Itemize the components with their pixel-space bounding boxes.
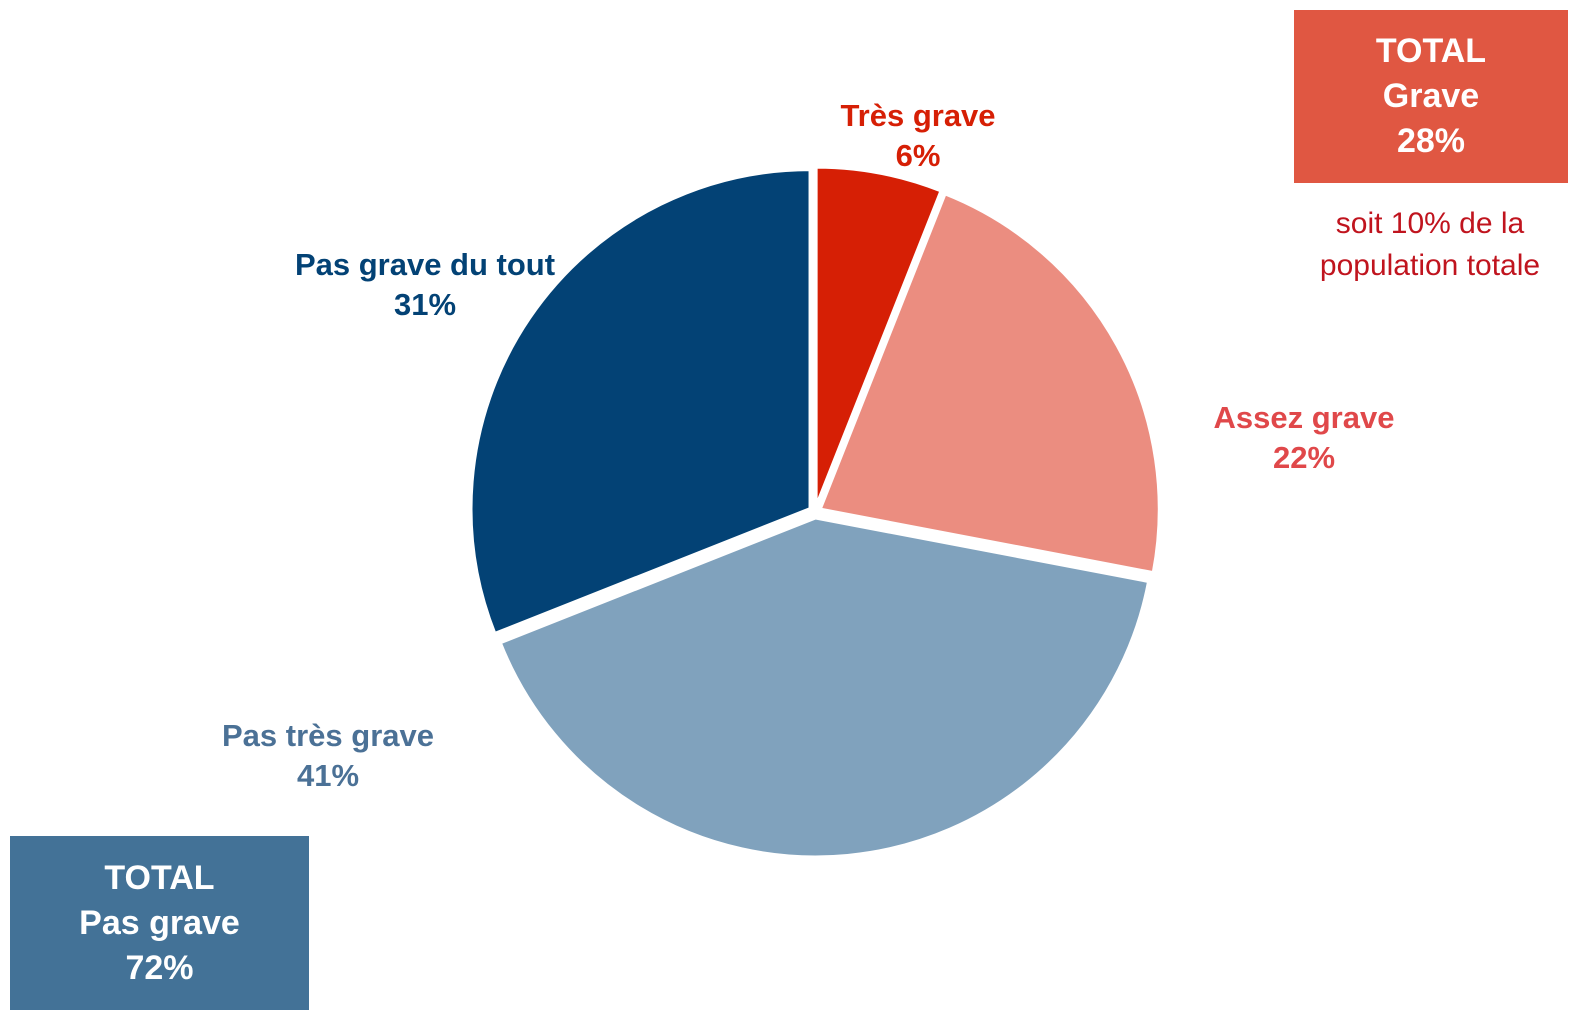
label-pas-tres-grave-name: Pas très grave <box>222 718 434 753</box>
label-pas-grave-du-tout: Pas grave du tout 31% <box>270 245 580 325</box>
label-pas-grave-du-tout-name: Pas grave du tout <box>294 247 556 282</box>
label-tres-grave: Très grave 6% <box>808 96 1028 176</box>
label-tres-grave-value: 6% <box>895 138 941 173</box>
slice-pas-grave-du-tout <box>469 168 812 636</box>
label-tres-grave-name: Très grave <box>840 98 996 133</box>
label-pas-tres-grave: Pas très grave 41% <box>208 716 448 796</box>
total-pas-grave-box: TOTAL Pas grave 72% <box>10 836 309 1010</box>
grave-note: soit 10% de la population totale <box>1290 203 1570 287</box>
total-pas-grave-title: TOTAL <box>104 858 215 897</box>
slice-assez-grave <box>818 191 1161 575</box>
grave-note-line1: soit 10% de la <box>1335 207 1525 240</box>
label-assez-grave: Assez grave 22% <box>1194 398 1414 478</box>
label-pas-tres-grave-value: 41% <box>296 758 360 793</box>
label-assez-grave-value: 22% <box>1272 440 1336 475</box>
label-assez-grave-name: Assez grave <box>1213 400 1395 435</box>
total-grave-category: Grave <box>1382 77 1480 115</box>
total-pas-grave-category: Pas grave <box>79 903 240 942</box>
total-grave-value: 28% <box>1396 122 1466 160</box>
total-grave-box: TOTAL Grave 28% <box>1294 10 1568 183</box>
total-grave-title: TOTAL <box>1375 32 1487 70</box>
slice-pas-tres-grave <box>498 516 1151 859</box>
grave-note-line2: population totale <box>1319 249 1541 282</box>
label-pas-grave-du-tout-value: 31% <box>393 287 457 322</box>
slice-tres-grave <box>814 165 943 507</box>
total-pas-grave-value: 72% <box>125 948 194 987</box>
